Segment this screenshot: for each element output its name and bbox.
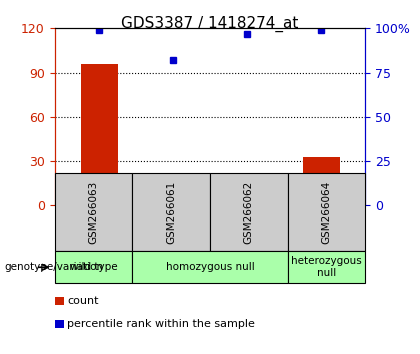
Text: wild type: wild type — [70, 262, 117, 272]
Text: GSM266062: GSM266062 — [244, 181, 254, 244]
Bar — [228, 173, 265, 205]
Bar — [155, 194, 192, 205]
Text: homozygous null: homozygous null — [165, 262, 255, 272]
Text: percentile rank within the sample: percentile rank within the sample — [67, 319, 255, 329]
Bar — [302, 156, 339, 205]
Text: GDS3387 / 1418274_at: GDS3387 / 1418274_at — [121, 16, 299, 32]
Text: GSM266061: GSM266061 — [166, 181, 176, 244]
Text: GSM266063: GSM266063 — [89, 181, 98, 244]
Bar — [81, 64, 118, 205]
Text: heterozygous
null: heterozygous null — [291, 256, 362, 278]
Text: genotype/variation: genotype/variation — [4, 262, 103, 272]
Text: count: count — [67, 296, 99, 306]
Text: GSM266064: GSM266064 — [322, 181, 331, 244]
